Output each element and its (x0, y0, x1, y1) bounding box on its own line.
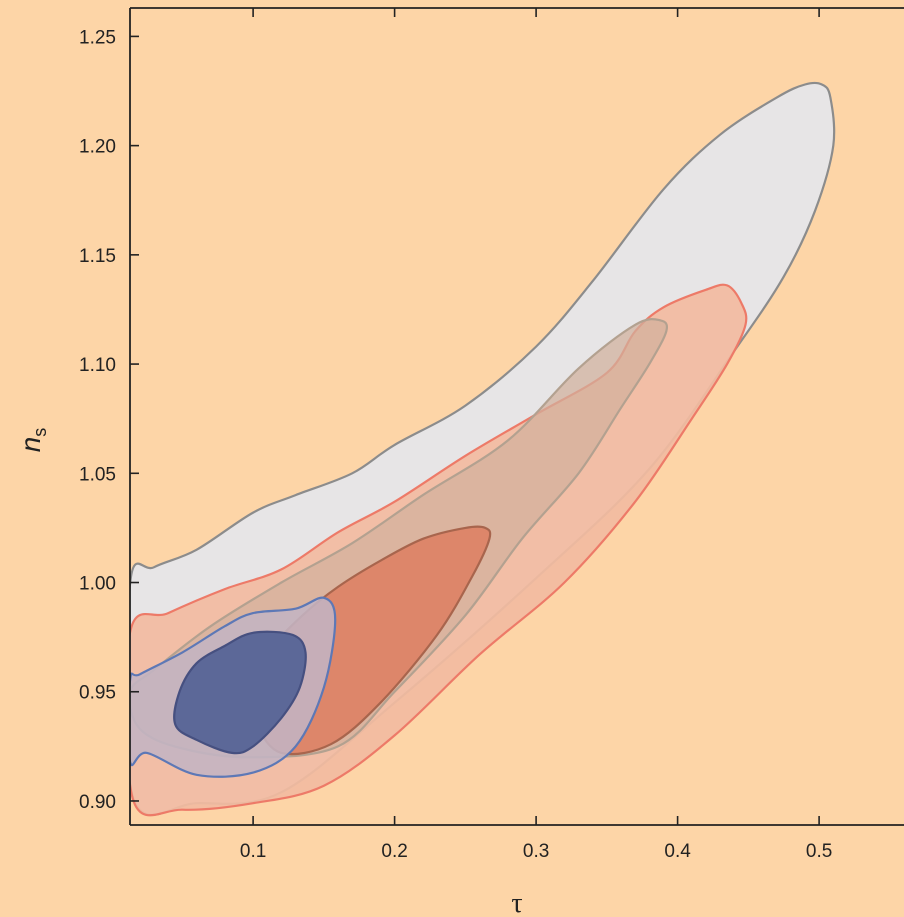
y-tick-label: 1.15 (79, 246, 116, 267)
y-tick-label: 1.00 (79, 574, 116, 595)
x-tick-label: 0.3 (523, 841, 549, 862)
y-tick-label: 0.90 (79, 792, 116, 813)
x-axis-label: τ (511, 888, 522, 917)
x-tick-label: 0.5 (806, 841, 832, 862)
y-axis-label-subscript: s (30, 428, 50, 437)
plot-axes (129, 7, 904, 826)
y-axis-label-group: ns (15, 428, 50, 453)
x-tick-label: 0.2 (381, 841, 407, 862)
y-tick-label: 1.05 (79, 464, 116, 485)
x-tick-label: 0.4 (664, 841, 691, 862)
svg-text:ns: ns (15, 428, 50, 453)
y-tick-label: 1.10 (79, 355, 116, 376)
contour-layers (130, 81, 836, 817)
y-tick-label: 1.25 (79, 27, 116, 48)
y-tick-label: 0.95 (79, 683, 116, 704)
x-tick-label: 0.1 (240, 841, 266, 862)
y-tick-label: 1.20 (79, 137, 116, 158)
tick-marks: 0.1 0.2 0.3 0.4 0.5 0.90 0.95 1.00 1.05 1.10 1.15 1… (79, 8, 832, 862)
contour-region-6 (173, 630, 307, 755)
y-axis-label: n (15, 437, 46, 453)
